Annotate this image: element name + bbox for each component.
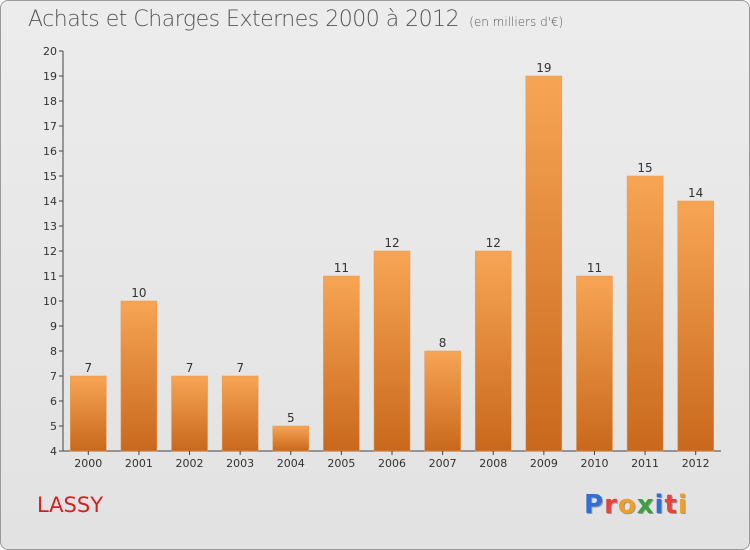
chart-subtitle: (en milliers d'€)	[469, 15, 564, 29]
bar	[525, 75, 563, 452]
bar-value-label: 5	[287, 411, 295, 425]
y-tick-label: 7	[50, 370, 57, 383]
y-tick-label: 11	[43, 270, 57, 283]
logo-letter: P	[584, 490, 605, 520]
logo-letter: t	[664, 490, 678, 520]
bar	[677, 200, 714, 452]
y-tick-label: 8	[50, 345, 57, 358]
bar	[171, 375, 208, 452]
bar-value-label: 15	[637, 161, 652, 175]
x-tick-label: 2003	[226, 457, 254, 470]
x-tick-label: 2002	[176, 457, 204, 470]
chart-title-text: Achats et Charges Externes 2000 à 2012	[28, 7, 460, 32]
bar	[221, 375, 259, 452]
bar	[474, 250, 512, 452]
y-tick-label: 19	[43, 70, 57, 83]
plot-area: 4 5 6 7 8 9 10 11 12 13 14 15 16 17 18 19 20 7 2000 10 2001 7…	[43, 45, 721, 470]
x-tick-label: 2012	[682, 457, 710, 470]
bar	[373, 250, 411, 452]
bar-value-label: 7	[186, 361, 194, 375]
y-tick-label: 18	[43, 95, 57, 108]
bar-value-label: 8	[439, 336, 447, 350]
bar-value-label: 12	[384, 236, 399, 250]
logo-letter: o	[617, 490, 637, 520]
chart-title: Achats et Charges Externes 2000 à 2012 (e…	[28, 7, 563, 32]
y-tick-label: 4	[50, 445, 57, 458]
logo-letter: i	[654, 490, 665, 520]
bar-value-label: 7	[236, 361, 244, 375]
bar	[626, 175, 664, 452]
y-tick-label: 14	[43, 195, 57, 208]
bar-value-label: 11	[587, 261, 602, 275]
commune-name: LASSY	[37, 493, 104, 517]
bar	[70, 375, 107, 452]
x-tick-label: 2005	[327, 457, 355, 470]
y-tick-label: 6	[50, 395, 57, 408]
y-tick-label: 10	[43, 295, 57, 308]
x-tick-label: 2006	[378, 457, 406, 470]
bar-value-label: 10	[131, 286, 146, 300]
y-tick-label: 15	[43, 170, 57, 183]
x-tick-label: 2008	[479, 457, 507, 470]
bar-value-label: 7	[84, 361, 92, 375]
x-tick-label: 2000	[74, 457, 102, 470]
y-tick-label: 9	[50, 320, 57, 333]
bar	[424, 350, 461, 452]
bar-value-label: 12	[486, 236, 501, 250]
bar	[323, 275, 360, 452]
y-tick-label: 12	[43, 245, 57, 258]
bar	[120, 300, 158, 452]
y-tick-label: 17	[43, 120, 57, 133]
x-tick-label: 2004	[277, 457, 305, 470]
x-tick-label: 2007	[429, 457, 457, 470]
x-tick-label: 2009	[530, 457, 558, 470]
x-tick-label: 2010	[580, 457, 608, 470]
x-tick-label: 2011	[631, 457, 659, 470]
bar-value-label: 19	[536, 61, 551, 75]
logo-letter: x	[636, 490, 655, 520]
logo-letter: r	[604, 490, 618, 520]
proxiti-logo: Proxiti	[584, 490, 688, 520]
logo-letter: i	[677, 490, 688, 520]
y-tick-label: 16	[43, 145, 57, 158]
bar	[272, 425, 310, 452]
x-tick-label: 2001	[125, 457, 153, 470]
y-tick-label: 13	[43, 220, 57, 233]
bar-value-label: 14	[688, 186, 703, 200]
bar	[576, 275, 613, 452]
y-tick-label: 5	[50, 420, 57, 433]
y-tick-label: 20	[43, 45, 57, 58]
bar-value-label: 11	[334, 261, 349, 275]
